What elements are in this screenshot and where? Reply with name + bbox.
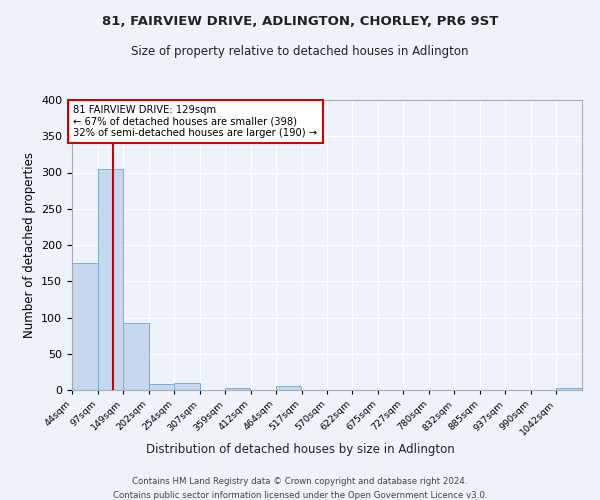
Bar (556, 388, 582, 390)
Text: 81 FAIRVIEW DRIVE: 129sqm
← 67% of detached houses are smaller (398)
32% of semi: 81 FAIRVIEW DRIVE: 129sqm ← 67% of detac… (73, 105, 317, 138)
Text: 81, FAIRVIEW DRIVE, ADLINGTON, CHORLEY, PR6 9ST: 81, FAIRVIEW DRIVE, ADLINGTON, CHORLEY, … (102, 15, 498, 28)
Bar (276, 386, 301, 390)
Text: Distribution of detached houses by size in Adlington: Distribution of detached houses by size … (146, 442, 454, 456)
Y-axis label: Number of detached properties: Number of detached properties (23, 152, 35, 338)
Bar (225, 388, 250, 390)
Text: Size of property relative to detached houses in Adlington: Size of property relative to detached ho… (131, 45, 469, 58)
Bar (98, 169, 123, 390)
Bar (149, 384, 174, 390)
Text: Contains public sector information licensed under the Open Government Licence v3: Contains public sector information licen… (113, 491, 487, 500)
Text: Contains HM Land Registry data © Crown copyright and database right 2024.: Contains HM Land Registry data © Crown c… (132, 478, 468, 486)
Bar (123, 324, 149, 390)
Bar (174, 384, 199, 390)
Bar (72, 263, 98, 390)
